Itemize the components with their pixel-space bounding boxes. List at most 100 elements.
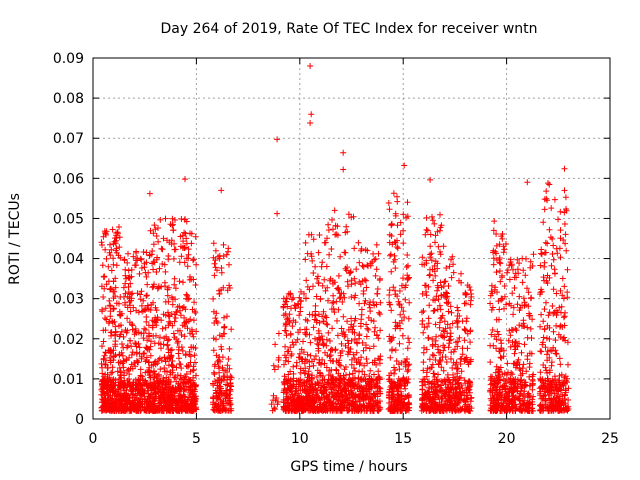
data-point: [112, 323, 119, 330]
data-point: [121, 293, 127, 300]
data-point: [116, 244, 123, 251]
data-point: [109, 395, 116, 402]
data-point: [157, 334, 163, 341]
data-point: [139, 373, 145, 380]
data-point: [152, 390, 159, 396]
data-point: [171, 318, 178, 325]
data-point: [110, 353, 117, 360]
data-point: [164, 337, 171, 344]
data-point: [150, 266, 157, 273]
data-point: [132, 340, 139, 347]
data-point: [155, 356, 162, 363]
data-point: [193, 261, 200, 268]
y-tick-label: 0.05: [53, 211, 84, 227]
data-point: [120, 284, 127, 291]
data-point: [125, 267, 132, 274]
data-point: [153, 233, 160, 239]
data-point: [141, 350, 148, 357]
data-point: [162, 312, 169, 319]
data-point: [166, 318, 173, 325]
data-point: [177, 361, 184, 368]
data-point: [119, 360, 126, 367]
data-point: [105, 263, 112, 270]
data-point: [186, 295, 192, 302]
y-tick-label: 0: [75, 412, 84, 428]
data-point: [106, 249, 113, 256]
data-point: [161, 335, 168, 342]
data-point: [130, 253, 137, 260]
data-point: [145, 269, 152, 276]
data-point: [155, 238, 162, 245]
data-point: [148, 338, 154, 345]
data-point: [179, 347, 186, 354]
data-point: [107, 303, 114, 310]
data-point: [187, 368, 194, 375]
data-point: [156, 265, 163, 272]
data-point: [128, 352, 135, 358]
data-point: [147, 352, 154, 359]
data-point: [138, 355, 145, 362]
data-point: [190, 317, 197, 324]
data-point: [192, 359, 198, 366]
y-tick-label: 0.06: [53, 171, 84, 187]
data-point: [143, 273, 150, 280]
data-point: [119, 394, 126, 401]
data-point: [108, 267, 115, 274]
data-point: [152, 226, 159, 233]
data-point: [166, 383, 173, 390]
data-point: [154, 406, 160, 413]
data-point: [113, 249, 120, 256]
data-point: [193, 328, 200, 335]
data-point: [132, 386, 139, 393]
data-point: [133, 343, 140, 350]
data-point: [170, 330, 177, 337]
data-point: [112, 284, 119, 291]
data-point: [137, 372, 144, 379]
y-tick-label: 0.03: [53, 292, 84, 308]
data-point: [110, 261, 117, 268]
data-point: [184, 296, 191, 303]
data-point: [100, 338, 107, 345]
data-point: [163, 397, 170, 404]
data-point: [102, 229, 109, 236]
data-point: [128, 403, 135, 410]
data-point: [146, 330, 152, 337]
data-point: [102, 327, 109, 334]
data-point: [146, 393, 153, 400]
y-tick-label: 0.08: [53, 91, 84, 107]
data-point: [165, 346, 172, 353]
data-point: [101, 388, 107, 395]
data-point: [146, 359, 152, 365]
data-point: [116, 234, 123, 241]
data-point: [147, 343, 154, 350]
data-point: [99, 407, 106, 414]
data-point: [105, 320, 112, 327]
y-tick-label: 0.01: [53, 372, 84, 388]
data-point: [118, 322, 124, 329]
data-point: [140, 330, 147, 337]
data-point: [120, 364, 127, 371]
data-point: [191, 299, 198, 306]
data-point: [121, 257, 128, 264]
data-point: [149, 260, 156, 267]
data-point: [118, 310, 125, 317]
data-point: [143, 318, 150, 325]
data-point: [153, 322, 160, 329]
data-point: [119, 379, 126, 386]
data-point: [177, 233, 184, 240]
data-point: [124, 304, 131, 311]
data-point: [162, 268, 169, 275]
data-point: [169, 222, 176, 229]
data-point: [109, 364, 116, 371]
data-point: [171, 275, 178, 282]
data-point: [147, 403, 154, 410]
data-point: [127, 337, 133, 344]
data-point: [116, 224, 122, 230]
data-point: [98, 283, 105, 290]
data-point: [189, 306, 196, 313]
data-point: [102, 361, 109, 368]
data-point: [113, 237, 119, 244]
data-point: [168, 346, 175, 353]
data-point: [183, 371, 190, 377]
